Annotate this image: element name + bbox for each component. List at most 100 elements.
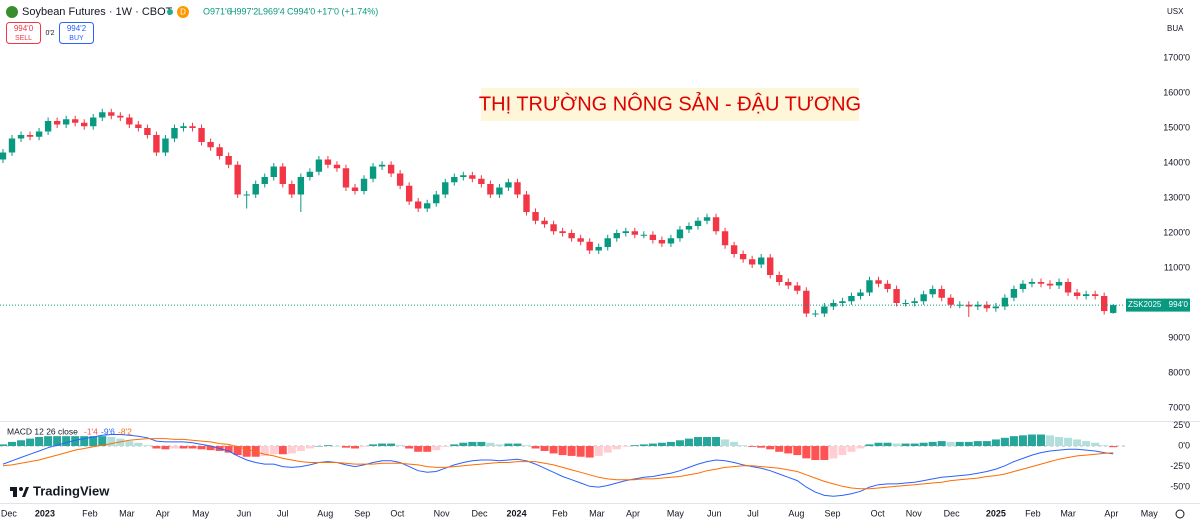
histogram-bar [351,446,360,449]
histogram-bar [639,444,648,447]
histogram-bar [928,441,937,447]
histogram-bar [621,446,630,447]
y-tick-label: 1200'0 [1163,227,1190,237]
x-tick-label: Apr [156,508,170,518]
histogram-bar [531,446,540,449]
histogram-bar [721,439,730,447]
histogram-bar [260,446,269,456]
histogram-bar [314,446,323,447]
histogram-bar [369,444,378,447]
candle-body [460,175,467,177]
candle-body [53,121,61,125]
histogram-bar [233,446,242,456]
histogram-bar [477,441,486,447]
candle-body [613,233,620,239]
histogram-bar [703,436,712,447]
x-tick-label: May [192,508,210,518]
candle-body [938,289,945,298]
x-tick-label: Mar [119,508,135,518]
candle-body [667,238,675,244]
y-tick-label: 1600'0 [1163,87,1190,97]
candle-body [198,128,205,142]
candle-body [126,117,133,125]
x-tick-label: Feb [552,508,568,518]
candle-body [135,124,142,128]
symbol-logo [6,6,18,18]
candle-body [550,224,557,232]
candle-body [351,187,359,191]
y-tick-label: 1700'0 [1163,52,1190,62]
candle-body [1019,283,1027,289]
sell-label: SELL [15,35,32,42]
last-price-label: 994'0 [1169,300,1189,309]
histogram-bar [161,446,170,450]
last-price-symbol: ZSK2025 [1128,300,1162,309]
histogram-bar [973,441,982,447]
histogram-bar [71,436,80,447]
candle-body [902,303,909,304]
histogram-bar [955,441,964,447]
title-box [481,88,859,121]
candle-body [965,304,972,307]
histogram-bar [594,446,603,456]
buy-label: BUY [69,35,84,42]
candle-body [929,289,936,295]
candle-body [848,296,855,302]
histogram-bar [919,442,928,447]
candle-body [216,147,223,156]
candle-body [315,159,323,172]
candle-body [487,184,494,195]
sell-button[interactable] [6,22,41,44]
candle-body [360,178,368,191]
candle-body [442,182,449,195]
x-tick-label: Jun [237,508,252,518]
histogram-bar [98,436,107,447]
candle-body [658,240,666,244]
histogram-bar [522,445,531,447]
candle-body [90,117,97,127]
candle-body [451,177,458,183]
histogram-bar [693,436,702,447]
ohlc-close: C994'0 [287,6,315,16]
y-tick-label: -50'0 [1170,482,1190,492]
candle-body [812,313,819,315]
histogram-bar [80,436,89,447]
candle-body [369,166,377,179]
histogram-bar [757,446,766,448]
histogram-bar [901,443,910,447]
candle-body [405,185,413,202]
histogram-bar [170,446,179,449]
histogram-bar [305,446,314,449]
histogram-bar [612,446,621,450]
x-tick-label: May [667,508,685,518]
candle-body [279,166,286,184]
x-tick-label: May [1141,508,1159,518]
histogram-bar [396,445,405,447]
histogram-bar [910,443,919,447]
histogram-bar [684,438,693,447]
header: Soybean Futures · 1W · CBOT D O971'6 H99… [6,6,1184,44]
candle-body [433,194,440,204]
y-tick-label: 1300'0 [1163,192,1190,202]
histogram-bar [558,446,567,456]
buy-button[interactable] [59,22,94,44]
candle-body [739,254,747,260]
histogram-bar [675,440,684,447]
indicator-value: -1'4 [84,426,98,436]
settings-icon[interactable] [1175,509,1185,519]
y-tick-label: 1400'0 [1163,157,1190,167]
candle-body [153,135,160,153]
y-tick-label: 1500'0 [1163,122,1190,132]
x-tick-label: Sep [354,508,370,518]
candle-body [920,294,927,302]
histogram-bar [125,441,134,447]
histogram-bar [224,446,233,453]
candle-body [225,156,232,165]
candle-body [631,231,639,235]
histogram-bar [414,446,423,452]
candle-body [694,220,702,226]
candle-body [776,275,783,282]
histogram-bar [1055,436,1064,447]
histogram-bar [1000,437,1009,447]
